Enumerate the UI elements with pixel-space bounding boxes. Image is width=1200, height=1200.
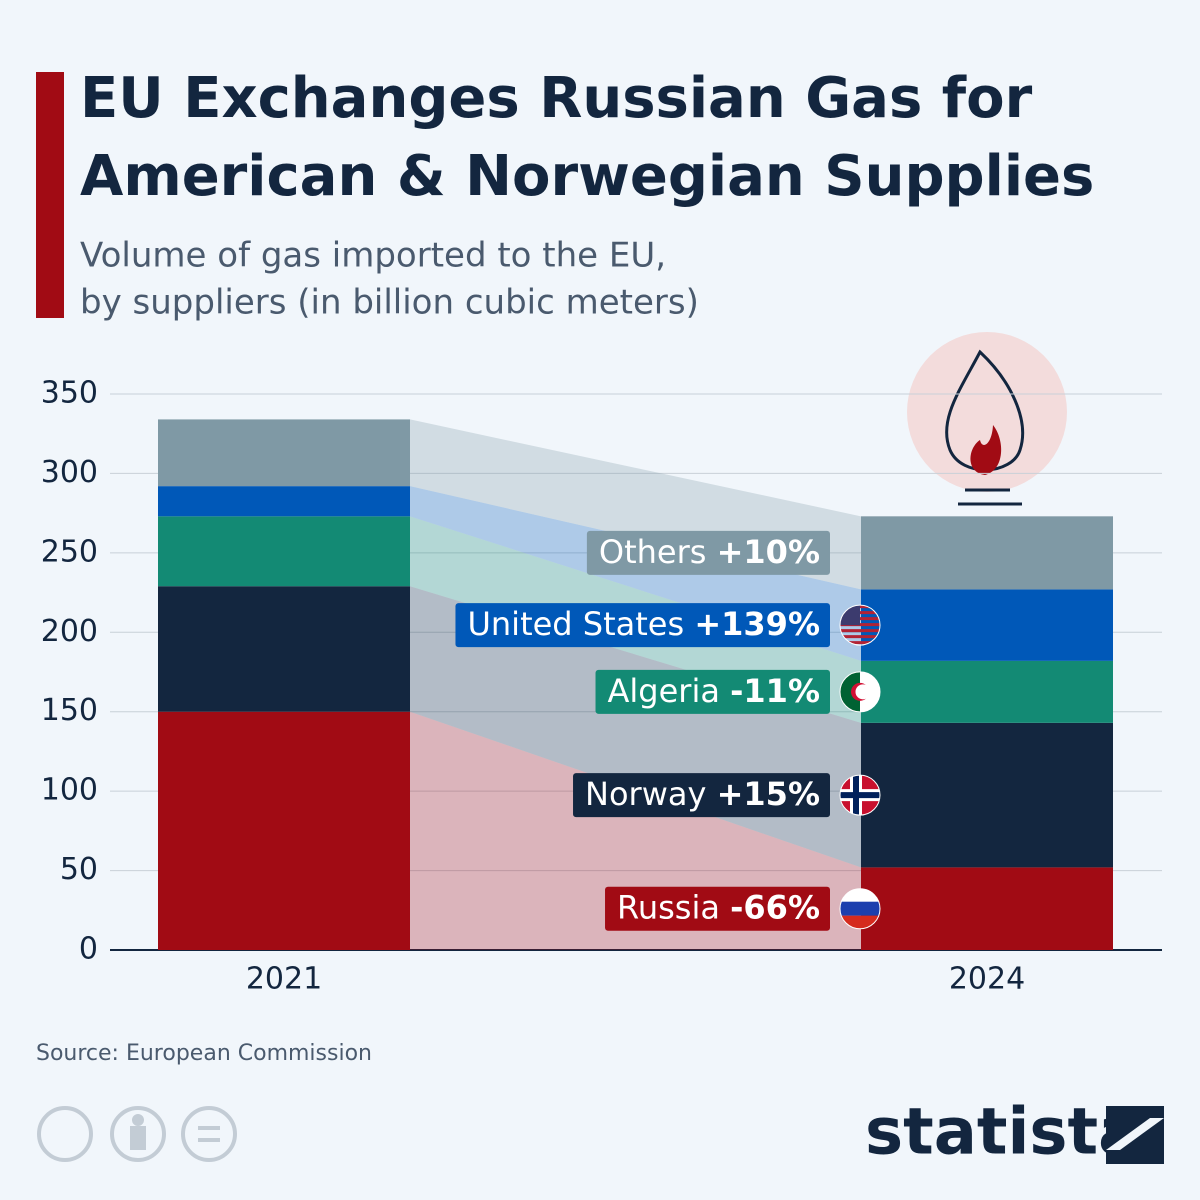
y-tick-label: 0 <box>79 932 98 967</box>
subtitle: Volume of gas imported to the EU, <box>80 236 666 276</box>
series-change: +139% <box>694 605 820 643</box>
stripe <box>840 901 880 916</box>
bar-segment <box>861 589 1113 661</box>
label-box <box>595 669 830 714</box>
series-label-text: Others +10% <box>599 533 820 571</box>
label-box <box>573 773 830 818</box>
series-name: Algeria <box>608 672 720 710</box>
bar-segment <box>861 516 1113 590</box>
flag <box>840 775 880 816</box>
cross <box>853 775 859 816</box>
label-box <box>605 886 830 931</box>
y-tick-label: 100 <box>41 773 98 808</box>
series-label-text: Algeria -11% <box>608 672 820 710</box>
x-tick-label: 2021 <box>246 962 322 997</box>
y-tick-label: 250 <box>41 534 98 569</box>
crescent-cut <box>855 684 871 700</box>
x-tick-label: 2024 <box>949 962 1025 997</box>
flame-icon <box>907 332 1067 506</box>
flag-border <box>839 888 881 930</box>
bar-segment <box>158 486 410 517</box>
series-label: Norway +15% <box>573 773 830 818</box>
series-label-text: Norway +15% <box>585 775 820 813</box>
flag-border <box>839 604 881 646</box>
series-label-text: Russia -66% <box>617 889 820 927</box>
series-label: Russia -66% <box>605 886 830 931</box>
flag <box>840 671 880 712</box>
flag-border <box>839 671 881 713</box>
series-name: Russia <box>617 889 720 927</box>
bar-segment <box>158 419 410 487</box>
flag-icon <box>839 671 881 713</box>
bar-segment <box>158 711 410 950</box>
source: Source: European Commission <box>36 1041 372 1066</box>
bar-segment <box>158 586 410 712</box>
bar-segment <box>158 516 410 587</box>
series-name: Others <box>599 533 707 571</box>
brand: statista <box>865 1096 1141 1170</box>
series-name: Norway <box>585 775 706 813</box>
flag-icon <box>839 888 881 930</box>
label-box <box>586 530 830 575</box>
brand-logo <box>1106 1106 1164 1164</box>
license-icons <box>37 1106 237 1162</box>
stripe <box>840 915 880 929</box>
series-label: Others +10% <box>586 530 830 575</box>
stripe <box>840 635 880 639</box>
flag-border <box>839 774 881 816</box>
y-tick-label: 150 <box>41 693 98 728</box>
title: EU Exchanges Russian Gas for <box>80 66 1033 131</box>
series-label-text: United States +139% <box>467 605 820 643</box>
stripe <box>840 641 880 645</box>
half <box>840 671 860 712</box>
subtitle: by suppliers (in billion cubic meters) <box>80 283 699 323</box>
title-accent <box>36 72 64 318</box>
cross <box>840 792 880 799</box>
series-label: Algeria -11% <box>595 669 830 714</box>
stripe <box>840 888 880 903</box>
series-name: United States <box>467 605 684 643</box>
y-tick-label: 200 <box>41 614 98 649</box>
flag-icon <box>839 774 881 816</box>
labels: Russia -66% Norway +15% Algeria -11% United… <box>455 530 881 931</box>
bar-segment <box>861 722 1113 868</box>
bars <box>158 419 1113 950</box>
y-tick-label: 300 <box>41 455 98 490</box>
series-change: -11% <box>730 672 820 710</box>
series-change: +15% <box>717 775 820 813</box>
bar-segment <box>861 867 1113 950</box>
y-tick-label: 50 <box>60 852 98 887</box>
title: American & Norwegian Supplies <box>80 144 1094 209</box>
series-change: +10% <box>717 533 820 571</box>
y-tick-label: 350 <box>41 376 98 411</box>
stripe <box>840 629 880 633</box>
label-box <box>455 603 830 648</box>
series-label: United States +139% <box>455 603 830 648</box>
bar-segment <box>861 660 1113 723</box>
flag <box>840 888 880 929</box>
series-change: -66% <box>730 889 820 927</box>
